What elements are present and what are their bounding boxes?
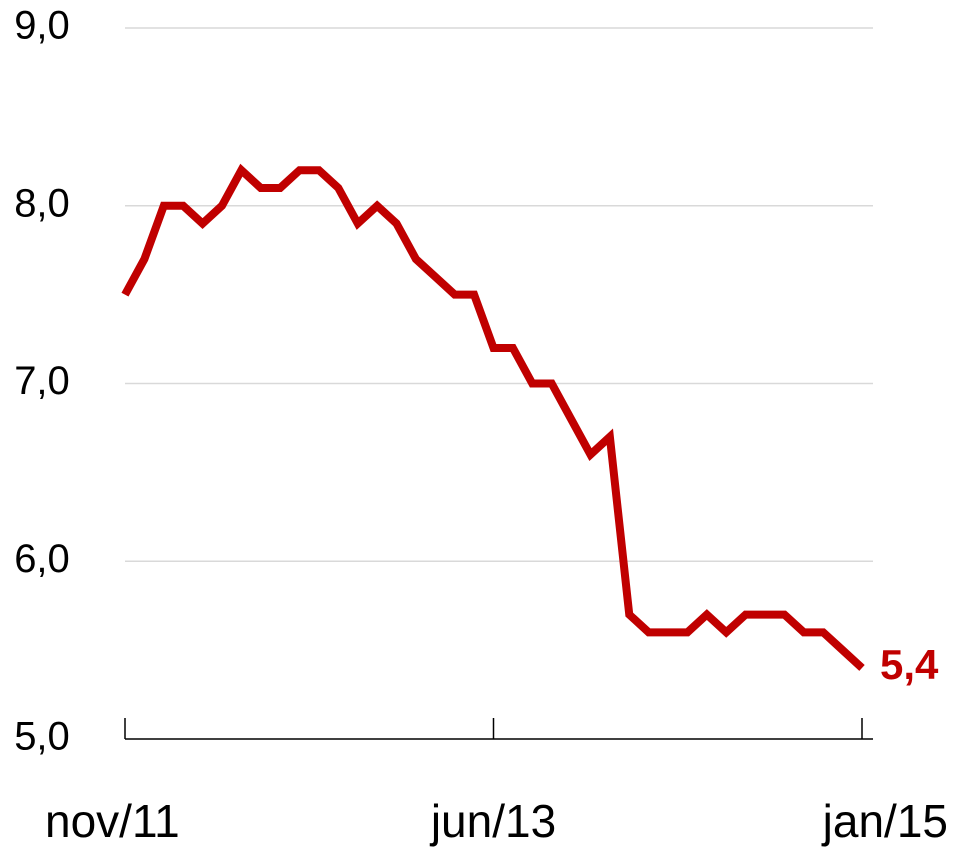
y-tick-label: 9,0 <box>14 4 70 48</box>
value-label: 5,4 <box>880 641 939 688</box>
y-tick-label: 7,0 <box>14 359 70 403</box>
x-tick-label: nov/11 <box>45 795 180 847</box>
line-series <box>121 163 865 671</box>
y-tick-label: 5,0 <box>14 715 70 759</box>
x-tick-label: jun/13 <box>429 795 556 847</box>
x-tick-label: jan/15 <box>821 795 948 847</box>
y-tick-label: 8,0 <box>14 181 70 225</box>
y-tick-label: 6,0 <box>14 537 70 581</box>
